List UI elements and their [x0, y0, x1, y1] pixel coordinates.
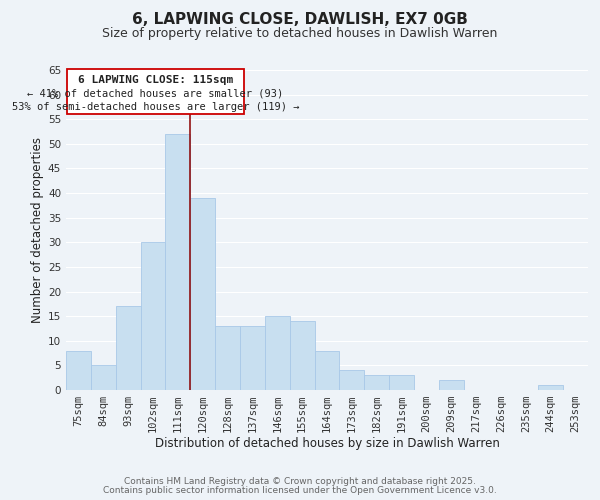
Bar: [290, 321, 314, 390]
Bar: [116, 306, 140, 390]
Text: 6 LAPWING CLOSE: 115sqm: 6 LAPWING CLOSE: 115sqm: [78, 75, 233, 85]
Bar: [340, 370, 364, 390]
Bar: [91, 366, 116, 390]
Bar: [166, 134, 190, 390]
Bar: [389, 375, 414, 390]
Text: Contains public sector information licensed under the Open Government Licence v3: Contains public sector information licen…: [103, 486, 497, 495]
Bar: [240, 326, 265, 390]
Text: Contains HM Land Registry data © Crown copyright and database right 2025.: Contains HM Land Registry data © Crown c…: [124, 477, 476, 486]
Text: 53% of semi-detached houses are larger (119) →: 53% of semi-detached houses are larger (…: [12, 102, 299, 113]
Text: 6, LAPWING CLOSE, DAWLISH, EX7 0GB: 6, LAPWING CLOSE, DAWLISH, EX7 0GB: [132, 12, 468, 28]
Bar: [66, 350, 91, 390]
Bar: [265, 316, 290, 390]
Bar: [215, 326, 240, 390]
Bar: [314, 350, 340, 390]
X-axis label: Distribution of detached houses by size in Dawlish Warren: Distribution of detached houses by size …: [155, 436, 499, 450]
FancyBboxPatch shape: [67, 69, 244, 114]
Y-axis label: Number of detached properties: Number of detached properties: [31, 137, 44, 323]
Bar: [190, 198, 215, 390]
Bar: [439, 380, 464, 390]
Bar: [140, 242, 166, 390]
Text: ← 41% of detached houses are smaller (93): ← 41% of detached houses are smaller (93…: [28, 88, 284, 99]
Bar: [538, 385, 563, 390]
Bar: [364, 375, 389, 390]
Text: Size of property relative to detached houses in Dawlish Warren: Size of property relative to detached ho…: [103, 28, 497, 40]
